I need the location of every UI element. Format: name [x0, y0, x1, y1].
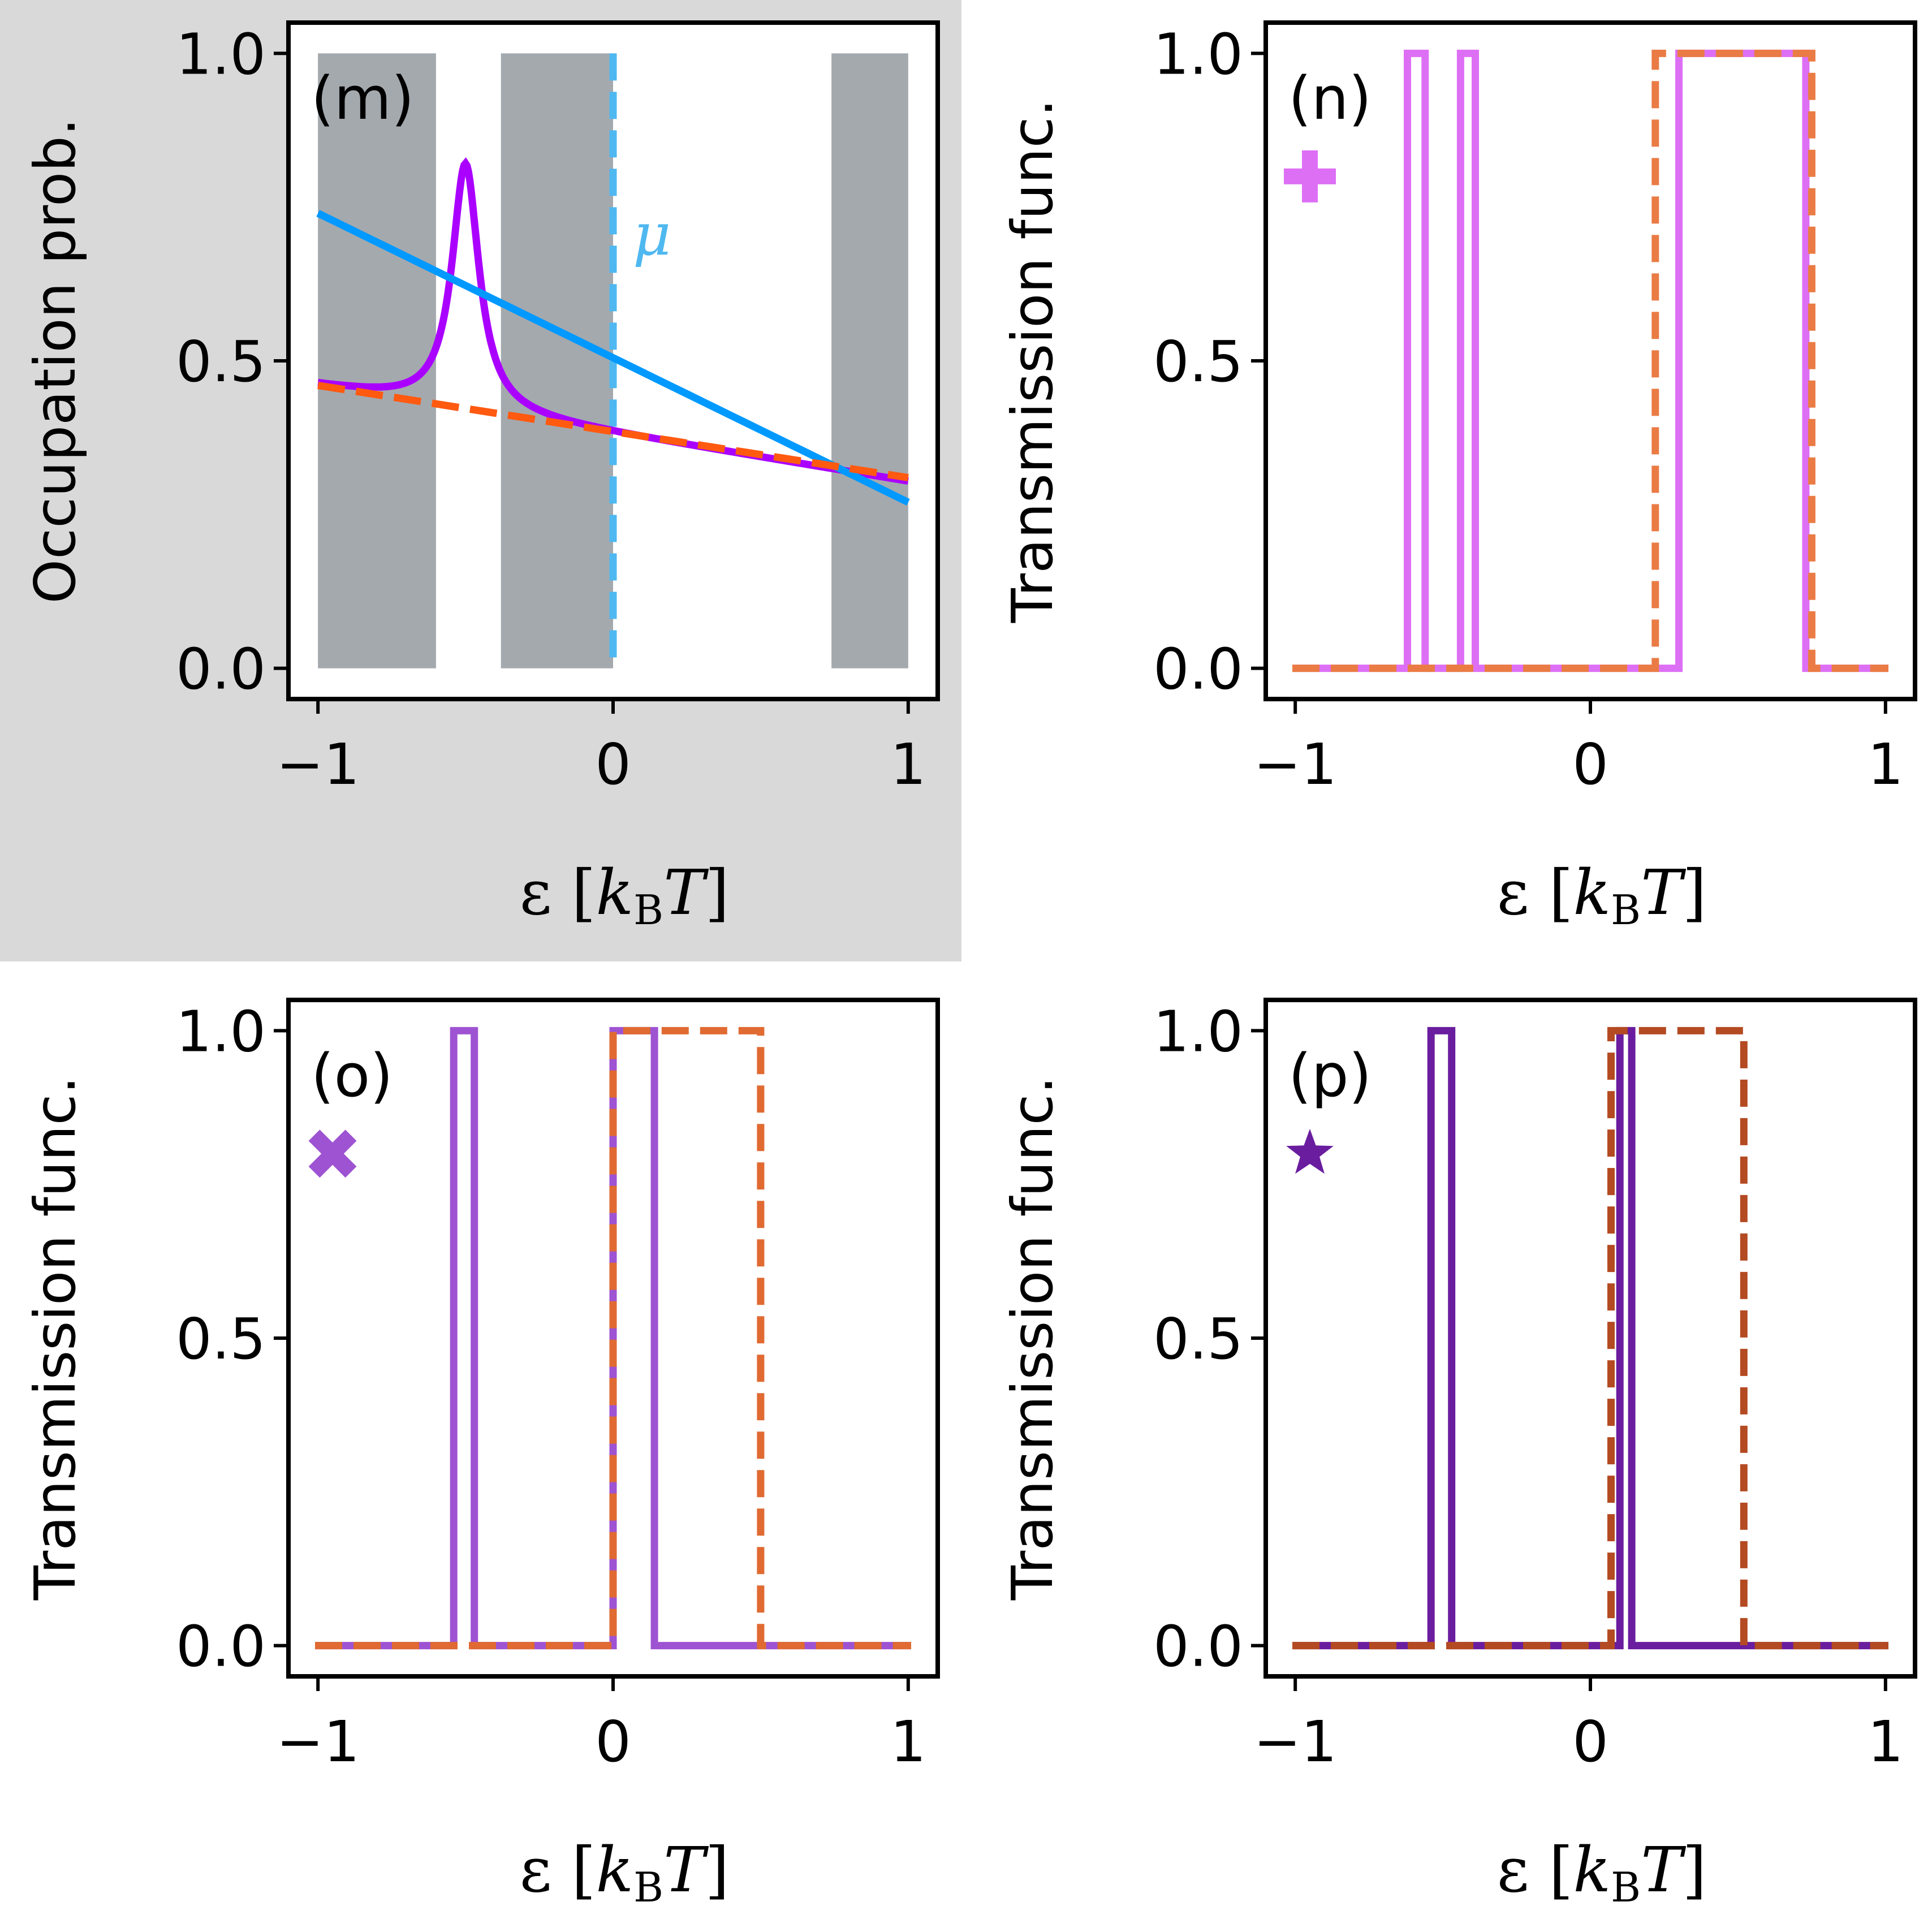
y-tick-label: 0.5: [1153, 1306, 1243, 1372]
series-2-line: [1292, 49, 1888, 672]
x-axis-label: ε [kBT]: [520, 856, 730, 934]
shaded-band: [318, 53, 436, 669]
plot-area: [1266, 1000, 1915, 1676]
marker-star-icon: [1286, 1128, 1334, 1174]
x-axis-label-part: k: [596, 856, 634, 929]
x-tick-label: −1: [1253, 1709, 1336, 1775]
x-axis-label-part: ]: [705, 856, 729, 929]
series-2-line: [316, 210, 910, 506]
shaded-band: [501, 53, 613, 669]
panel-label: (n): [1288, 64, 1372, 133]
x-axis-label-part: ]: [1682, 1834, 1706, 1906]
x-tick-label: 1: [1868, 1709, 1904, 1775]
x-axis-label-part: ε [: [520, 856, 596, 929]
panel-n: 0.0 0.5 1.0 −1 0 1 Transmission func. ε [kBT] (n…: [999, 20, 1917, 934]
y-tick-label: 0.0: [176, 1614, 266, 1680]
x-tick-label: −1: [276, 1709, 359, 1775]
panel-m: μ 0.0 0.5 1.0 −1 0 1 Occupation prob. ε [kBT] (m): [0, 0, 961, 961]
marker-plus-icon: [1284, 150, 1336, 202]
plot-content: [1292, 1027, 1888, 1650]
y-tick-label: 1.0: [1153, 21, 1243, 87]
series-3-line: [317, 382, 909, 482]
x-axis-label-part: B: [1611, 1864, 1641, 1911]
marker-x-icon: [308, 1129, 357, 1178]
x-tick-label: 0: [595, 731, 631, 797]
y-tick-label: 1.0: [1153, 998, 1243, 1064]
panel-p: 0.0 0.5 1.0 −1 0 1 Transmission func. ε [kBT] (p…: [999, 998, 1917, 1911]
series-1-line: [1292, 49, 1888, 672]
y-tick-label: 1.0: [176, 21, 266, 87]
y-axis-label: Transmission func.: [22, 1076, 88, 1601]
y-tick-label: 0.0: [1153, 636, 1243, 702]
panel-label: (p): [1288, 1041, 1372, 1110]
shaded-band: [831, 53, 908, 669]
star-shape: [1286, 1128, 1334, 1174]
plot-content: [316, 53, 910, 669]
panel-label: (m): [311, 64, 414, 133]
x-tick-label: −1: [1253, 731, 1336, 797]
x-tick-label: 1: [890, 1709, 926, 1775]
mu-label: μ: [633, 200, 671, 269]
x-axis-label-part: k: [1573, 1834, 1611, 1906]
series-2-line: [1292, 1027, 1888, 1650]
x-axis-label-part: T: [1641, 1834, 1687, 1906]
x-tick-label: 1: [1868, 731, 1904, 797]
x-tick-label: 0: [595, 1709, 631, 1775]
y-axis-label: Transmission func.: [999, 99, 1066, 624]
x-axis-label-part: ]: [1682, 856, 1706, 929]
x-tick-label: 1: [890, 731, 926, 797]
series-1-line: [315, 1027, 911, 1650]
x-axis-label-part: T: [663, 1834, 709, 1906]
x-tick-label: 0: [1572, 1709, 1608, 1775]
x-axis-label-part: k: [596, 1834, 634, 1906]
x-axis-label-part: T: [1641, 856, 1687, 929]
x-axis-label-part: ε [: [520, 1834, 596, 1906]
series-2-line: [315, 1027, 911, 1650]
y-axis-label: Transmission func.: [999, 1076, 1066, 1601]
x-axis-label-part: ε [: [1497, 1834, 1573, 1906]
y-axis-label: Occupation prob.: [22, 118, 88, 604]
panel-label: (o): [311, 1041, 393, 1110]
plot-content: [315, 1027, 911, 1650]
y-tick-label: 0.5: [176, 329, 266, 395]
y-tick-label: 0.0: [1153, 1614, 1243, 1680]
x-axis-label-part: B: [633, 886, 663, 934]
x-axis-label-part: k: [1573, 856, 1611, 929]
y-tick-label: 0.0: [176, 636, 266, 702]
x-axis-label: ε [kBT]: [520, 1834, 730, 1911]
y-tick-label: 0.5: [176, 1306, 266, 1372]
x-tick-label: −1: [276, 731, 359, 797]
x-axis-label: ε [kBT]: [1497, 1834, 1707, 1911]
series-1-line: [317, 157, 909, 485]
x-tick-label: 0: [1572, 731, 1608, 797]
plus-shape: [1284, 150, 1336, 202]
x-axis-label-part: B: [1611, 886, 1641, 934]
x-axis-label-part: T: [663, 856, 709, 929]
x-axis-label-part: B: [633, 1864, 663, 1911]
x-axis-label-part: ]: [705, 1834, 729, 1906]
plot-content: [1292, 49, 1888, 672]
x-axis-label-part: ε [: [1497, 856, 1573, 929]
y-tick-label: 1.0: [176, 998, 266, 1064]
x-shape: [308, 1129, 357, 1178]
y-tick-label: 0.5: [1153, 329, 1243, 395]
x-axis-label: ε [kBT]: [1497, 856, 1707, 934]
panel-o: 0.0 0.5 1.0 −1 0 1 Transmission func. ε [kBT] (o…: [22, 998, 940, 1911]
